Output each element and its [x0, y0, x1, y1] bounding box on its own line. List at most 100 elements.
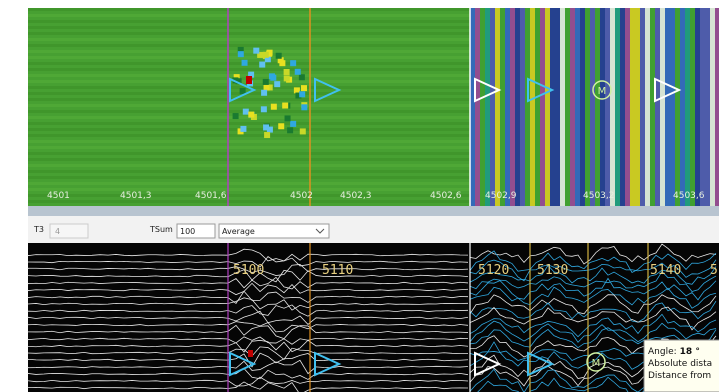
- tsum-label: TSum: [149, 225, 173, 234]
- stripe: [655, 8, 660, 206]
- stripe: [485, 8, 490, 206]
- blob-cell: [248, 112, 254, 118]
- scale-label: 4501,3: [120, 191, 152, 201]
- texture: [28, 188, 470, 191]
- blob-cell: [279, 60, 285, 66]
- texture: [28, 26, 470, 29]
- texture: [28, 98, 470, 101]
- texture: [28, 14, 470, 17]
- splitter: [28, 206, 719, 216]
- stripe: [685, 8, 690, 206]
- stripe: [590, 8, 595, 206]
- screen: M T3 4 TSum 100 Average M 4501 4501,3 4501…: [0, 0, 719, 392]
- texture: [28, 182, 470, 185]
- top-panel: M: [28, 8, 719, 206]
- blob-cell: [282, 103, 288, 109]
- stripe: [530, 8, 535, 206]
- blob-cell: [301, 85, 307, 91]
- stripe: [565, 8, 570, 206]
- stripe: [595, 8, 600, 206]
- blob-cell: [233, 113, 239, 119]
- bottom-panel: M: [28, 243, 719, 392]
- distance-label: 5130: [537, 263, 568, 278]
- scale-label: 4502,6: [430, 191, 462, 201]
- blob-cell: [284, 75, 290, 81]
- stripe: [625, 8, 630, 206]
- texture: [28, 158, 470, 161]
- texture: [28, 68, 470, 71]
- stripe: [515, 8, 520, 206]
- blob-cell: [299, 74, 305, 80]
- stripe: [525, 8, 530, 206]
- blob-cell: [261, 90, 267, 96]
- stripe: [620, 8, 625, 206]
- stripe: [710, 8, 715, 206]
- scale-label: 4502: [290, 191, 313, 201]
- distance-label: 5140: [650, 263, 681, 278]
- texture: [28, 152, 470, 155]
- distance-label: 5: [710, 263, 718, 278]
- defect: [248, 350, 253, 357]
- texture: [28, 134, 470, 137]
- blob-cell: [264, 132, 270, 138]
- channel-value: 4: [55, 227, 60, 236]
- channel-label: T3: [33, 225, 44, 234]
- blob-cell: [290, 121, 296, 127]
- texture: [28, 8, 470, 11]
- tooltip-line: Absolute dista: [648, 359, 712, 369]
- stripe: [475, 8, 480, 206]
- texture: [28, 194, 470, 197]
- blob-cell: [301, 104, 307, 110]
- blob-cell: [263, 79, 269, 85]
- blob-cell: [269, 73, 275, 79]
- stripe: [660, 8, 665, 206]
- angle-value: 18 °: [680, 347, 700, 357]
- stripe: [500, 8, 505, 206]
- scale-label: 4501,6: [195, 191, 227, 201]
- stripe: [635, 8, 640, 206]
- stripe: [700, 8, 705, 206]
- stripe: [640, 8, 645, 206]
- blob-cell: [240, 126, 246, 132]
- tsum-value: 100: [180, 227, 195, 236]
- stripe: [545, 8, 550, 206]
- texture: [28, 56, 470, 59]
- stripe: [575, 8, 580, 206]
- blob-cell: [261, 106, 267, 112]
- stripe: [585, 8, 590, 206]
- stripe: [480, 8, 485, 206]
- stripe: [715, 8, 719, 206]
- stripe: [690, 8, 695, 206]
- blob-cell: [274, 81, 280, 87]
- texture: [28, 122, 470, 125]
- blob-cell: [243, 109, 249, 115]
- texture: [28, 104, 470, 107]
- texture: [28, 50, 470, 53]
- stripe: [675, 8, 680, 206]
- blob-cell: [264, 85, 270, 91]
- blob-cell: [240, 88, 246, 94]
- scale-label: 4501: [47, 191, 70, 201]
- texture: [28, 38, 470, 41]
- distance-label: 5110: [322, 263, 353, 278]
- blob-cell: [276, 53, 282, 59]
- texture: [28, 146, 470, 149]
- blob-cell: [294, 87, 300, 93]
- texture: [28, 128, 470, 131]
- texture: [28, 32, 470, 35]
- blob-cell: [299, 91, 305, 97]
- scale-label: 4503,6: [673, 191, 705, 201]
- stripe: [610, 8, 615, 206]
- blob-cell: [278, 123, 284, 129]
- texture: [28, 20, 470, 23]
- stripe: [705, 8, 710, 206]
- distance-label: 5100: [233, 263, 264, 278]
- distance-label: 5120: [478, 263, 509, 278]
- stripe: [630, 8, 635, 206]
- blob-cell: [287, 127, 293, 133]
- tooltip-line: Distance from: [648, 371, 711, 381]
- scale-label: 4503,2: [583, 191, 615, 201]
- stripe: [510, 8, 515, 206]
- blob-cell: [285, 115, 291, 121]
- mode-value: Average: [222, 227, 255, 236]
